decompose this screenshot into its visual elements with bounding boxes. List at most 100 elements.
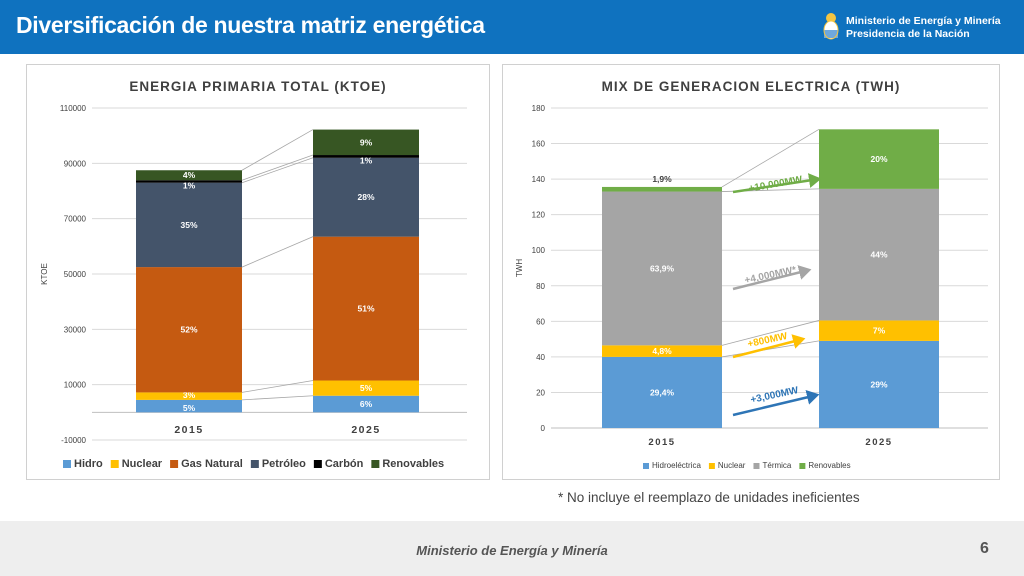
legend-label-nuclear: Nuclear	[718, 461, 746, 470]
y-tick-label: 140	[532, 175, 546, 184]
series-line-carbon	[241, 154, 314, 181]
data-label-carbon-2025: 1%	[360, 155, 373, 165]
x-tick-label: 2025	[351, 424, 380, 436]
series-line-nuclear	[241, 380, 314, 393]
bar-hidroelectrica-2015	[602, 356, 722, 428]
y-tick-label: 70000	[64, 215, 87, 224]
bar-petroleo-2015	[136, 182, 242, 268]
y-tick-label: 60	[536, 317, 545, 326]
data-label-petroleo-2015: 35%	[180, 220, 197, 230]
legend-label-carbon: Carbón	[325, 458, 364, 470]
ministry-line-2: Presidencia de la Nación	[846, 28, 970, 40]
y-axis-label: KTOE	[40, 263, 49, 285]
series-line-gas-natural	[241, 236, 314, 268]
y-tick-label: 50000	[64, 270, 87, 279]
legend-label-hidroelectrica: Hidroeléctrica	[652, 461, 701, 470]
y-tick-label: 90000	[64, 159, 87, 168]
annotation-label: +10,000MW	[748, 174, 804, 194]
bar-nuclear-2025	[313, 380, 419, 396]
bar-gas-natural-2015	[136, 267, 242, 393]
ministry-line-1: Ministerio de Energía y Minería	[846, 15, 1001, 27]
bar-renovables-2025	[819, 129, 939, 189]
legend-label-renovables: Renovables	[808, 461, 850, 470]
series-line-renovables	[721, 128, 820, 188]
chart-title: ENERGIA PRIMARIA TOTAL (KTOE)	[129, 79, 386, 94]
series-line-nuclear	[721, 320, 820, 346]
data-label-hidro-2015: 5%	[183, 403, 196, 413]
primary-energy-chart: ENERGIA PRIMARIA TOTAL (KTOE) -10000 10000…	[26, 64, 490, 480]
y-tick-label: 80	[536, 282, 545, 291]
electric-generation-chart-svg: MIX DE GENERACION ELECTRICA (TWH) 0 20 40 60…	[515, 79, 988, 470]
data-label-nuclear-2015: 3%	[183, 390, 196, 400]
bar-termica-2015	[602, 191, 722, 346]
ministry-name: Ministerio de Energía y Minería Presiden…	[846, 15, 1001, 41]
annotation-label: +4,000MW*	[744, 265, 798, 287]
data-label-nuclear-2025: 5%	[360, 383, 373, 393]
data-label-nuclear-2015: 4,8%	[652, 346, 672, 356]
data-label-hidroelectrica-2025: 29%	[870, 379, 887, 389]
y-tick-label: 30000	[64, 325, 87, 334]
bar-renovables-2015	[602, 186, 722, 192]
annotation-label: +3,000MW	[750, 385, 800, 406]
primary-energy-chart-svg: ENERGIA PRIMARIA TOTAL (KTOE) -10000 10000…	[40, 79, 467, 470]
y-tick-label: 120	[532, 211, 546, 220]
data-label-renovables-2015: 1,9%	[652, 174, 672, 184]
data-label-termica-2015: 63,9%	[650, 263, 675, 273]
bar-gas-natural-2025	[313, 236, 419, 381]
legend-swatch-hidroelectrica	[643, 463, 649, 469]
data-label-hidroelectrica-2015: 29,4%	[650, 387, 675, 397]
data-label-renovables-2015: 4%	[183, 170, 196, 180]
legend-swatch-termica	[753, 463, 760, 469]
y-tick-label: 10000	[64, 381, 87, 390]
y-tick-label: 180	[532, 104, 546, 113]
legend-swatch-carbon	[313, 460, 322, 468]
page-number: 6	[980, 540, 989, 557]
legend-label-gas-natural: Gas Natural	[181, 458, 243, 470]
series-line-hidro	[241, 395, 314, 401]
legend-label-nuclear: Nuclear	[122, 458, 163, 470]
x-tick-label: 2015	[174, 424, 203, 436]
bar-renovables-2025	[313, 129, 419, 156]
y-tick-label: 0	[541, 424, 546, 433]
legend-label-termica: Térmica	[762, 461, 791, 470]
chart-title: MIX DE GENERACION ELECTRICA (TWH)	[602, 79, 901, 94]
data-label-termica-2025: 44%	[870, 250, 887, 260]
bar-hidro-2015	[136, 399, 242, 413]
y-tick-label: 20	[536, 388, 545, 397]
legend-label-petroleo: Petróleo	[262, 458, 306, 470]
footer-bar: Ministerio de Energía y Minería 6	[0, 521, 1024, 576]
bar-hidroelectrica-2025	[819, 340, 939, 428]
annotation-arrow	[732, 265, 812, 291]
legend-swatch-gas-natural	[170, 460, 179, 468]
footer-text: Ministerio de Energía y Minería	[416, 543, 608, 558]
bar-carbon-2025	[313, 155, 419, 158]
legend-swatch-renovables	[799, 463, 806, 469]
data-label-hidro-2025: 6%	[360, 399, 373, 409]
y-tick-label: 100	[532, 246, 546, 255]
y-tick-label: 110000	[60, 104, 87, 113]
bar-renovables-2015	[136, 170, 242, 181]
bar-nuclear-2015	[602, 345, 722, 357]
bar-nuclear-2025	[819, 320, 939, 341]
series-line-petroleo	[241, 157, 314, 184]
series-line-renovables	[241, 129, 314, 171]
legend-swatch-renovables	[371, 460, 380, 468]
x-tick-label: 2015	[648, 437, 675, 448]
legend-label-renovables: Renovables	[382, 458, 444, 470]
y-tick-label: 160	[532, 140, 546, 149]
bar-petroleo-2025	[313, 157, 419, 237]
annotation-arrow	[732, 173, 822, 194]
header-bar: Diversificación de nuestra matriz energé…	[0, 0, 1024, 54]
legend-swatch-hidro	[63, 460, 71, 468]
bar-nuclear-2015	[136, 392, 242, 400]
y-axis-label: TWH	[515, 259, 524, 277]
argentina-coat-of-arms-icon	[823, 13, 839, 40]
y-tick-label: 40	[536, 353, 545, 362]
data-label-renovables-2025: 20%	[870, 154, 887, 164]
legend-swatch-nuclear	[708, 463, 715, 469]
annotation-arrow	[732, 334, 806, 359]
electric-generation-chart: MIX DE GENERACION ELECTRICA (TWH) 0 20 40 60…	[502, 64, 1000, 480]
data-label-nuclear-2025: 7%	[873, 326, 886, 336]
data-label-petroleo-2025: 28%	[357, 192, 374, 202]
data-label-gas-natural-2025: 51%	[357, 304, 374, 314]
